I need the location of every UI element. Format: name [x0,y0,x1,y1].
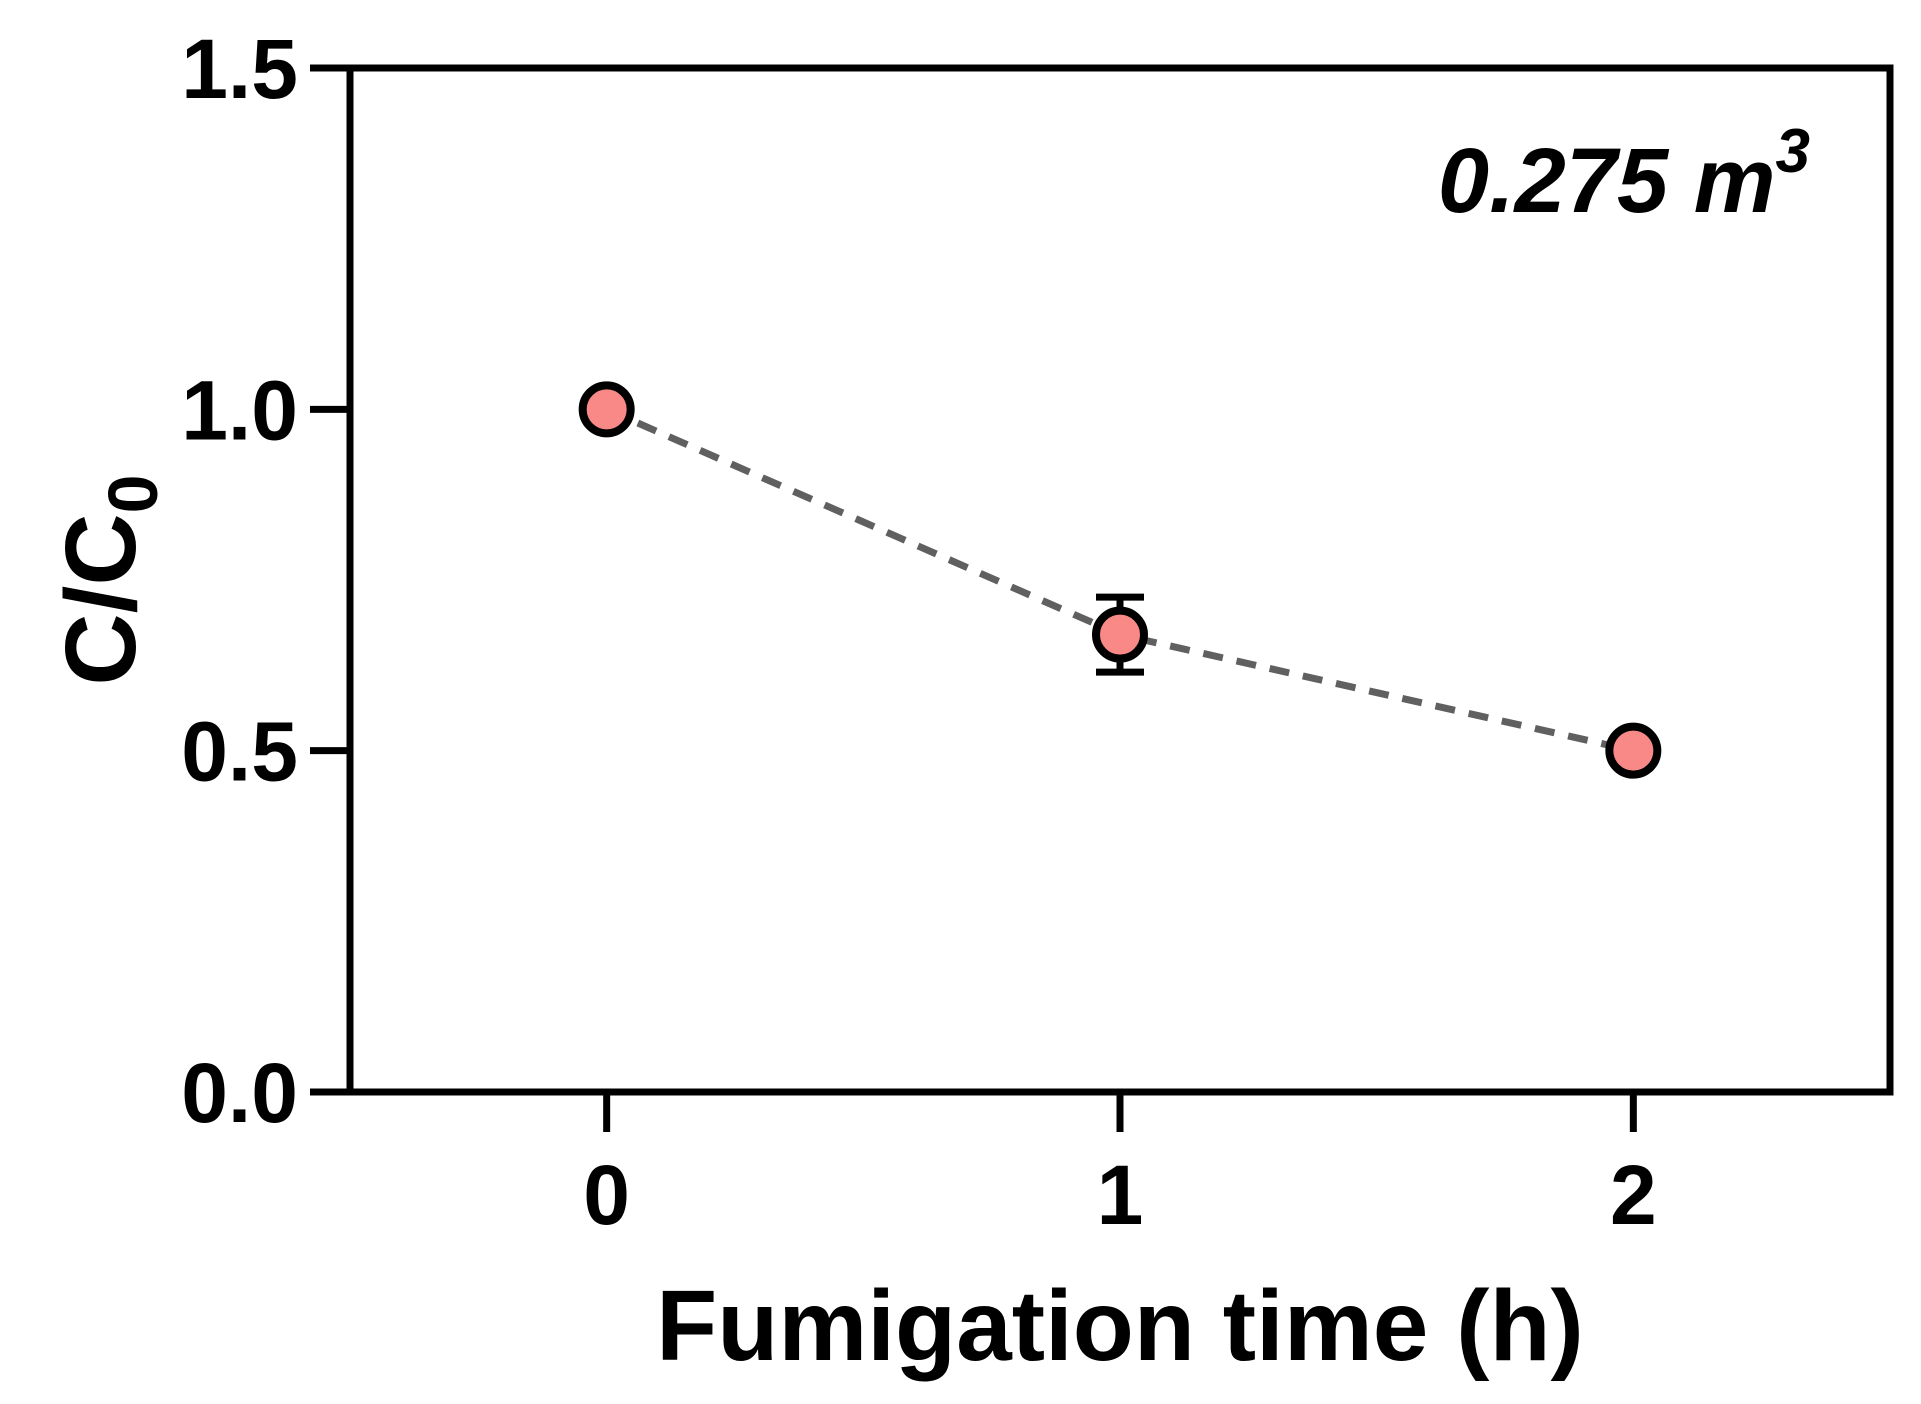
x-axis-title: Fumigation time (h) [656,1270,1584,1382]
series-layer [578,381,1662,779]
series-line [605,406,1635,755]
y-axis-title-main: C/C [45,513,157,685]
volume-annotation-superscript: 3 [1776,117,1810,186]
y-axis-title-subscript: 0 [94,474,172,513]
y-tick-label: 0.0 [181,1046,298,1140]
data-point [578,381,635,438]
y-axis-title: C/C0 [45,474,172,685]
y-tick-label: 0.5 [181,705,298,799]
x-tick-label: 0 [583,1148,630,1242]
data-point [1605,722,1662,779]
x-tick-label: 2 [1610,1148,1657,1242]
x-axis: 0 1 2 [583,1092,1657,1242]
y-tick-label: 1.0 [181,363,298,457]
x-tick-label: 1 [1097,1148,1144,1242]
y-axis: 0.0 0.5 1.0 1.5 [181,22,350,1140]
volume-annotation: 0.275 m3 [1438,117,1810,232]
data-point [1092,606,1148,663]
volume-annotation-main: 0.275 m [1438,130,1776,232]
y-tick-label: 1.5 [181,22,298,116]
